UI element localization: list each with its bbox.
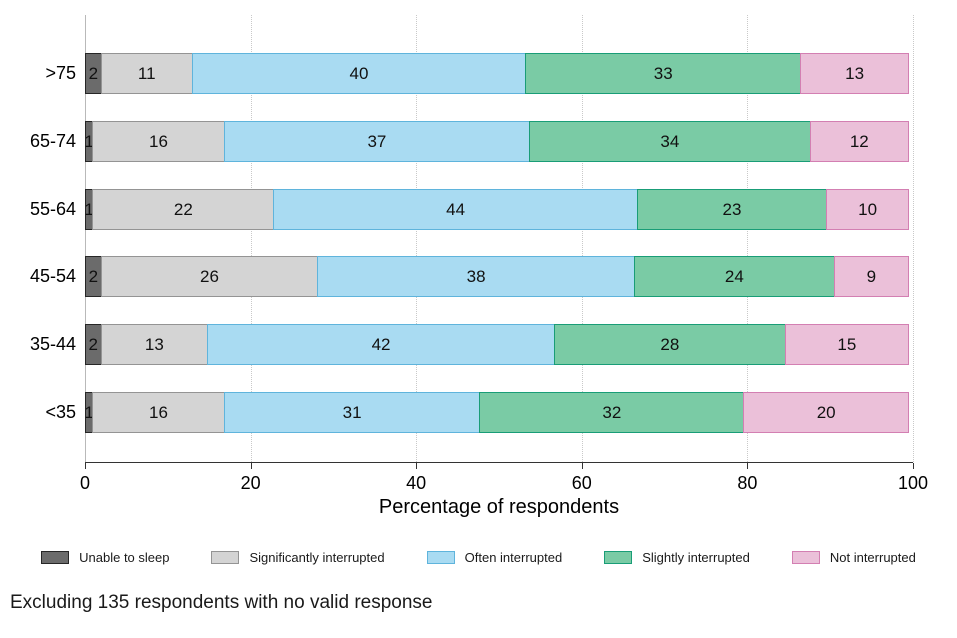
legend-swatch [41,551,70,564]
bar-segment: 22 [92,189,275,230]
bar-row-45-54: 2 26 38 24 9 [85,256,913,297]
bar-segment: 24 [633,256,835,297]
bar-segment: 23 [636,189,828,230]
y-axis-label: 55-64 [29,199,76,219]
gridline-100 [913,15,914,462]
bar-segment: 16 [92,392,225,433]
x-tick-label: 100 [897,473,929,493]
bar-segment: 12 [809,121,909,162]
bar-segment: 38 [317,256,635,297]
legend-label: Often interrupted [464,550,563,565]
legend-item: Slightly interrupted [604,550,750,565]
legend-swatch [604,551,633,564]
x-tick [913,463,914,469]
legend-item: Significantly interrupted [211,550,385,565]
bar-segment: 9 [833,256,909,297]
legend-item: Not interrupted [791,550,916,565]
bar-segment: 10 [826,189,909,230]
bar-row-35-44: 2 13 42 28 15 [85,324,913,365]
x-tick-label: 20 [240,473,261,493]
chart-note: Excluding 135 respondents with no valid … [10,592,433,613]
bar-segment: 13 [800,53,909,94]
bar-row-65-74: 1 16 37 34 12 [84,121,913,162]
gridline-20 [250,15,252,462]
x-tick [581,463,583,469]
bar-segment: 13 [100,324,209,365]
legend-label: Unable to sleep [79,550,170,565]
plot-area: 2 11 40 33 13 1 16 37 34 12 1 22 44 23 10 2 26 38 24 9 2 13 42… [84,15,914,462]
bar-segment: 2 [85,256,102,297]
bar-segment: 33 [525,53,802,94]
y-axis-label: 45-54 [29,266,76,286]
bar-row->75: 2 11 40 33 13 [85,53,913,94]
bar-segment: 2 [85,53,102,94]
legend-label: Significantly interrupted [249,550,385,565]
x-tick [85,463,86,469]
legend-item: Often interrupted [426,550,563,565]
y-axis-line [85,15,86,462]
x-tick [747,463,749,469]
x-tick-label: 0 [79,473,90,493]
bar-segment: 2 [85,324,102,365]
x-tick-label: 80 [737,473,758,493]
bar-segment: 28 [553,324,786,365]
bar-segment: 16 [92,121,225,162]
legend-label: Not interrupted [829,550,916,565]
bar-segment: 42 [207,324,555,365]
y-axis-label: 65-74 [29,131,76,151]
bar-segment: 34 [529,121,811,162]
bar-segment: 20 [743,392,909,433]
x-tick [250,463,252,469]
legend-swatch [211,551,240,564]
x-tick-label: 60 [571,473,592,493]
bar-segment: 32 [479,392,745,433]
gridline-60 [581,15,583,462]
y-axis-label: >75 [45,63,76,83]
bar-segment: 26 [100,256,319,297]
bar-row-55-64: 1 22 44 23 10 [84,189,913,230]
x-tick [416,463,418,469]
legend-item: Unable to sleep [41,550,169,565]
bar-segment: 44 [273,189,638,230]
legend: Unable to sleep Significantly interrupted… [0,550,957,565]
gridline-40 [416,15,418,462]
y-axis-label: 35-44 [29,334,76,354]
legend-swatch [426,551,455,564]
bar-segment: 40 [191,53,527,94]
legend-swatch [791,551,820,564]
bar-segment: 31 [223,392,481,433]
bar-row-<35: 1 16 31 32 20 [84,392,913,433]
bar-segment: 11 [100,53,193,94]
y-axis-label: <35 [45,402,76,422]
bar-segment: 37 [223,121,531,162]
x-tick-label: 40 [406,473,427,493]
gridline-80 [747,15,749,462]
x-axis-title: Percentage of respondents [378,496,620,518]
bar-segment: 15 [784,324,909,365]
x-axis-line: 0 20 40 60 80 100 [80,462,928,493]
legend-label: Slightly interrupted [642,550,750,565]
